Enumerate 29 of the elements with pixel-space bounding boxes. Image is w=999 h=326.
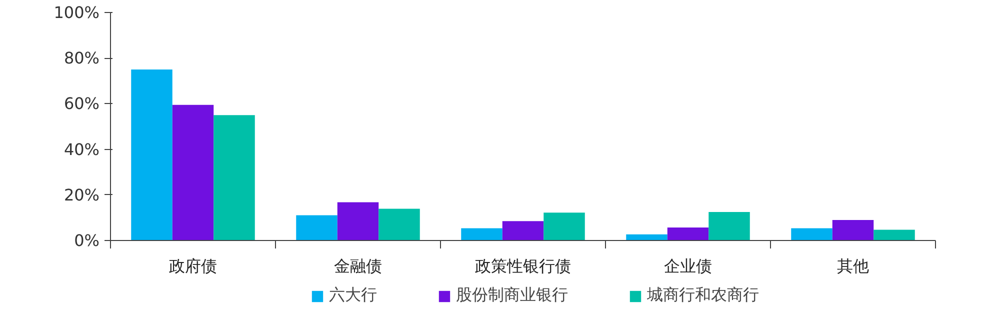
x-tick-label: 政府债 (169, 256, 217, 276)
legend-label: 六大行 (329, 285, 377, 306)
bar (832, 220, 874, 240)
y-tick-label: 80% (64, 48, 100, 68)
bar (544, 212, 585, 240)
legend-label: 城商行和农商行 (647, 285, 759, 306)
x-tick-label: 其他 (837, 256, 869, 276)
bar (667, 228, 709, 240)
bar (502, 221, 544, 240)
y-tick-label: 40% (64, 140, 100, 159)
bar (791, 228, 832, 240)
bar (214, 115, 255, 240)
bar (131, 70, 172, 240)
y-tick-label: 20% (64, 185, 100, 204)
x-tick-label: 金融债 (334, 256, 382, 276)
y-tick-label: 0% (74, 231, 100, 250)
bar (626, 234, 668, 240)
x-tick-label: 企业债 (664, 256, 712, 276)
bar (378, 208, 420, 240)
x-tick-label: 政策性银行债 (475, 256, 571, 276)
bar (874, 230, 915, 240)
y-tick-label: 100% (54, 3, 100, 22)
bar (337, 202, 379, 240)
y-tick-label: 60% (64, 94, 100, 114)
bar (172, 104, 214, 240)
bar (708, 212, 750, 240)
legend-label: 股份制商业银行 (456, 285, 568, 306)
bar (296, 215, 338, 240)
bar (461, 228, 502, 240)
